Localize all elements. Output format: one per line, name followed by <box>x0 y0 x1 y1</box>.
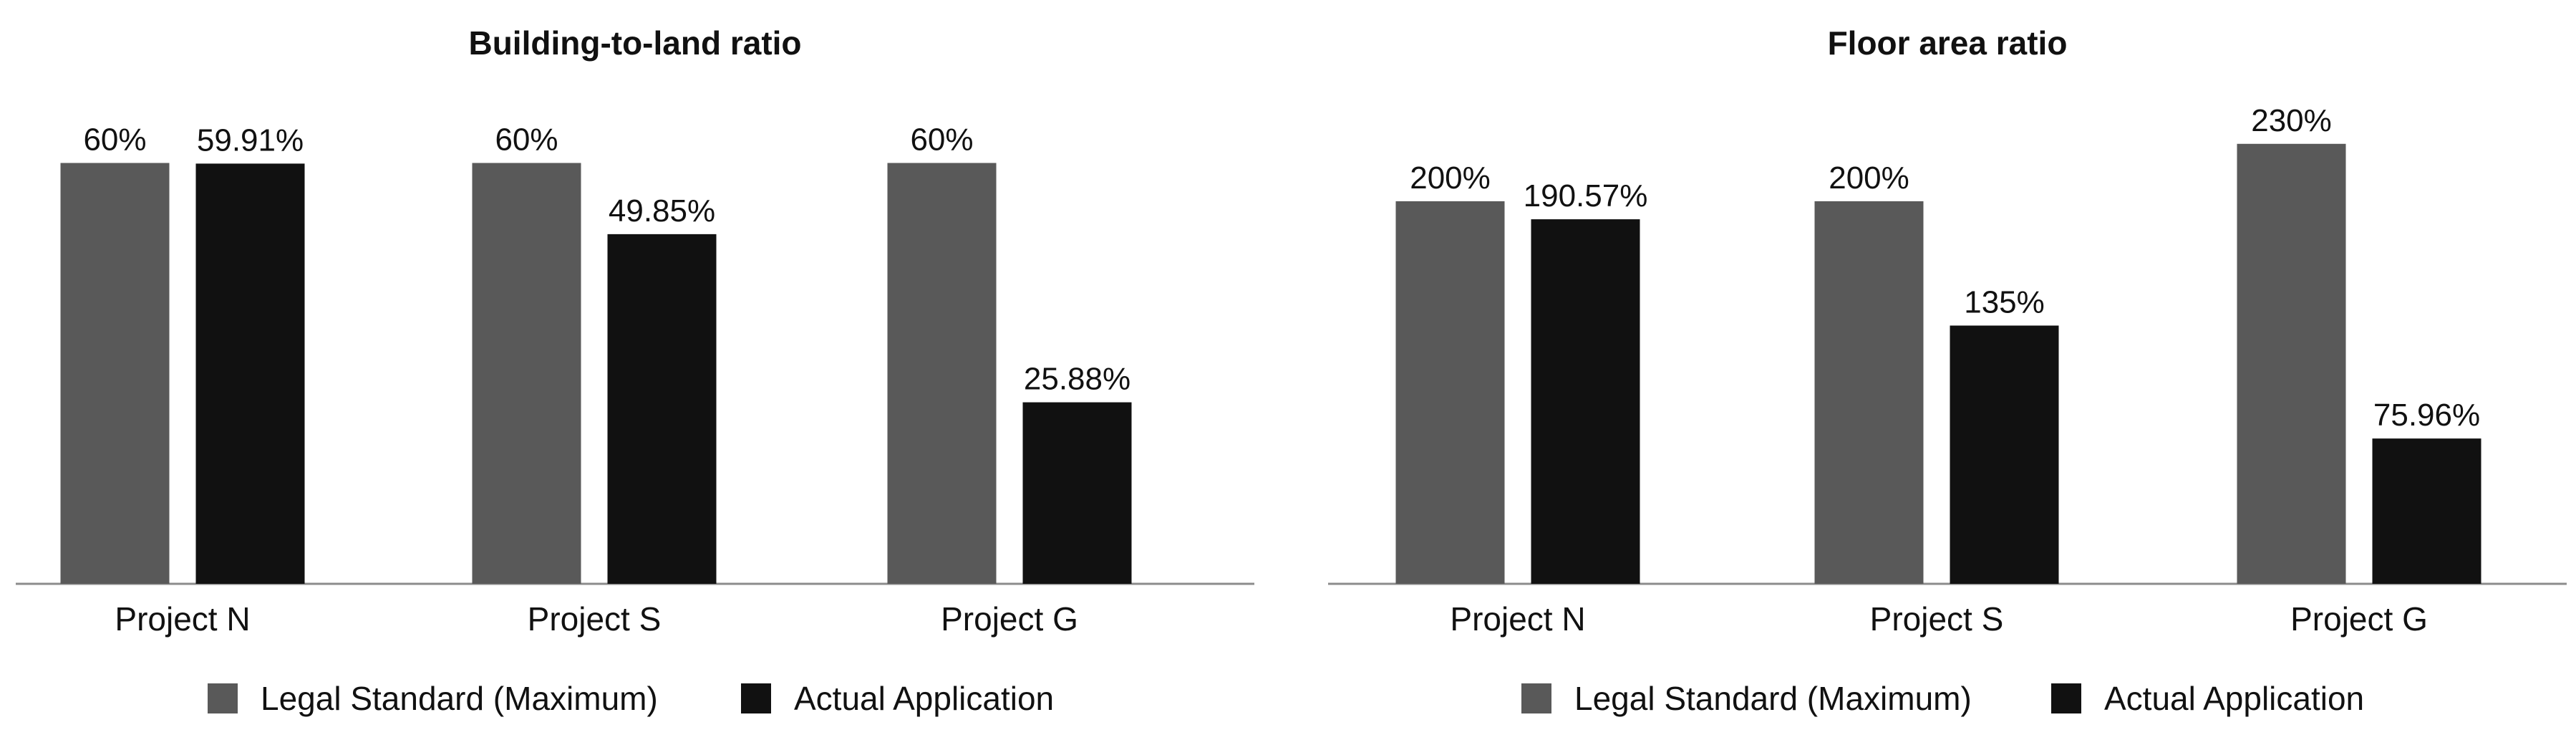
btl-tick-label-0: Project N <box>115 600 250 638</box>
far-tick-label-1: Project S <box>1870 600 2004 638</box>
far-bar-actual-application-1 <box>1950 325 2059 584</box>
btl-legend: Legal Standard (Maximum) Actual Applicati… <box>208 680 1054 717</box>
btl-data-label-actual-application-0: 59.91% <box>197 122 304 158</box>
btl-data-label-actual-application-1: 49.85% <box>609 193 715 229</box>
far-legend-label-legal-standard: Legal Standard (Maximum) <box>1574 680 1972 717</box>
far-chart-title: Floor area ratio <box>1828 24 2068 62</box>
btl-bar-actual-application-2 <box>1022 402 1132 584</box>
far-tick-label-0: Project N <box>1450 600 1585 638</box>
btl-bar-legal-standard-1 <box>472 163 581 584</box>
far-chart: Floor area ratio 200% 190.57% Project N 200%… <box>1328 24 2567 717</box>
btl-data-label-legal-standard-1: 60% <box>495 122 558 158</box>
far-legend-label-actual-application: Actual Application <box>2104 680 2364 717</box>
far-legend: Legal Standard (Maximum) Actual Applicati… <box>1521 680 2364 717</box>
far-bar-legal-standard-2 <box>2237 143 2346 584</box>
btl-legend-swatch-actual-application <box>741 683 771 713</box>
btl-legend-label-legal-standard: Legal Standard (Maximum) <box>261 680 658 717</box>
btl-legend-label-actual-application: Actual Application <box>794 680 1054 717</box>
far-data-label-actual-application-2: 75.96% <box>2373 398 2480 433</box>
far-data-label-legal-standard-2: 230% <box>2251 103 2332 138</box>
far-bar-actual-application-2 <box>2372 438 2481 584</box>
far-bar-legal-standard-1 <box>1814 201 1924 585</box>
far-data-label-legal-standard-1: 200% <box>1829 160 1909 196</box>
btl-bar-actual-application-0 <box>195 163 305 585</box>
btl-data-label-legal-standard-0: 60% <box>83 122 146 158</box>
far-legend-swatch-actual-application <box>2051 683 2081 713</box>
btl-bar-legal-standard-2 <box>887 163 997 584</box>
btl-data-label-legal-standard-2: 60% <box>910 122 973 158</box>
btl-legend-swatch-legal-standard <box>208 683 238 713</box>
btl-chart: Building-to-land ratio 60% 59.91% Project N… <box>16 24 1254 717</box>
btl-bar-actual-application-1 <box>607 234 717 584</box>
btl-tick-label-2: Project G <box>941 600 1078 638</box>
far-data-label-legal-standard-0: 200% <box>1410 160 1491 196</box>
far-bar-actual-application-0 <box>1531 219 1640 584</box>
btl-data-label-actual-application-2: 25.88% <box>1024 362 1130 397</box>
far-bar-legal-standard-0 <box>1395 201 1505 585</box>
far-tick-label-2: Project G <box>2290 600 2428 638</box>
far-legend-swatch-legal-standard <box>1521 683 1551 713</box>
far-data-label-actual-application-1: 135% <box>1964 284 2045 319</box>
btl-bar-legal-standard-0 <box>60 163 170 584</box>
btl-chart-title: Building-to-land ratio <box>468 24 801 62</box>
far-data-label-actual-application-0: 190.57% <box>1524 178 1648 213</box>
btl-tick-label-1: Project S <box>528 600 662 638</box>
